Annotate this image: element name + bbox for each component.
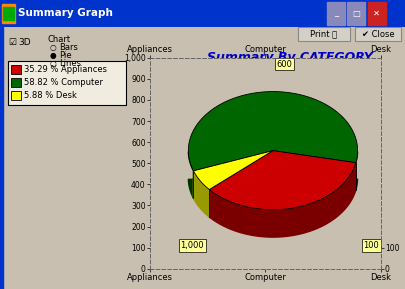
Text: 100: 100 <box>364 241 379 250</box>
Text: ○: ○ <box>50 59 57 68</box>
Text: ✕: ✕ <box>373 9 380 18</box>
Bar <box>0 27 3 289</box>
Text: □: □ <box>352 9 360 18</box>
Bar <box>11 65 21 74</box>
Bar <box>368 2 386 25</box>
Bar <box>3 7 14 20</box>
Text: 58.82 % Computer: 58.82 % Computer <box>24 78 103 87</box>
FancyBboxPatch shape <box>298 27 350 41</box>
Text: ✔ Close: ✔ Close <box>362 30 394 39</box>
Polygon shape <box>209 151 356 210</box>
Text: Summary Graph: Summary Graph <box>18 8 113 18</box>
Text: Bars: Bars <box>59 43 78 52</box>
Bar <box>11 78 21 87</box>
Bar <box>11 91 21 100</box>
Text: 5.88 % Desk: 5.88 % Desk <box>24 91 77 100</box>
FancyBboxPatch shape <box>355 27 401 41</box>
Text: Lines: Lines <box>59 59 81 68</box>
Polygon shape <box>194 151 273 190</box>
Polygon shape <box>188 152 358 198</box>
Text: Print 🖨: Print 🖨 <box>311 30 337 39</box>
Polygon shape <box>194 171 209 217</box>
Text: Pie: Pie <box>59 51 72 60</box>
Polygon shape <box>209 163 356 237</box>
Text: 600: 600 <box>277 60 292 68</box>
Text: Summary By CATEGORY: Summary By CATEGORY <box>207 51 373 64</box>
Bar <box>347 2 365 25</box>
Text: _: _ <box>334 9 338 18</box>
Text: Chart: Chart <box>48 35 71 44</box>
Polygon shape <box>188 92 358 171</box>
Text: ☑: ☑ <box>8 38 16 47</box>
Bar <box>8 61 126 105</box>
Text: 3D: 3D <box>18 38 31 47</box>
Bar <box>2 4 15 23</box>
Text: 1,000: 1,000 <box>180 241 204 250</box>
Text: 35.29 % Appliances: 35.29 % Appliances <box>24 65 107 74</box>
Text: ●: ● <box>50 51 57 60</box>
Bar <box>327 2 345 25</box>
Text: ○: ○ <box>50 43 57 52</box>
